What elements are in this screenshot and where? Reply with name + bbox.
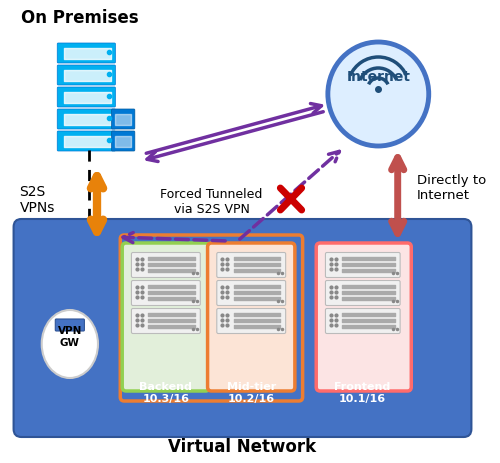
- FancyBboxPatch shape: [316, 244, 412, 391]
- FancyBboxPatch shape: [208, 244, 295, 391]
- FancyBboxPatch shape: [217, 253, 286, 278]
- FancyBboxPatch shape: [14, 219, 471, 437]
- FancyBboxPatch shape: [57, 66, 116, 86]
- Text: Virtual Network: Virtual Network: [168, 437, 316, 455]
- FancyBboxPatch shape: [57, 131, 116, 152]
- FancyBboxPatch shape: [132, 281, 200, 306]
- FancyBboxPatch shape: [57, 110, 116, 130]
- Text: Forced Tunneled
via S2S VPN: Forced Tunneled via S2S VPN: [160, 188, 262, 216]
- FancyBboxPatch shape: [132, 253, 200, 278]
- FancyBboxPatch shape: [112, 131, 135, 152]
- FancyBboxPatch shape: [217, 281, 286, 306]
- FancyBboxPatch shape: [122, 244, 210, 391]
- FancyBboxPatch shape: [326, 253, 400, 278]
- Text: Mid-tier
10.2/16: Mid-tier 10.2/16: [226, 382, 276, 403]
- FancyBboxPatch shape: [56, 319, 84, 332]
- FancyBboxPatch shape: [57, 44, 116, 64]
- Text: Frontend
10.1/16: Frontend 10.1/16: [334, 382, 390, 403]
- Text: Internet: Internet: [346, 70, 410, 84]
- FancyBboxPatch shape: [217, 309, 286, 334]
- Text: S2S
VPNs: S2S VPNs: [20, 184, 55, 215]
- Text: On Premises: On Premises: [22, 9, 139, 27]
- Text: VPN
GW: VPN GW: [58, 325, 82, 347]
- Ellipse shape: [42, 310, 98, 378]
- FancyBboxPatch shape: [326, 281, 400, 306]
- Circle shape: [328, 43, 428, 147]
- FancyBboxPatch shape: [57, 88, 116, 108]
- Text: Directly to
Internet: Directly to Internet: [417, 174, 486, 201]
- FancyBboxPatch shape: [132, 309, 200, 334]
- FancyBboxPatch shape: [112, 110, 135, 130]
- Text: Backend
10.3/16: Backend 10.3/16: [140, 382, 192, 403]
- FancyBboxPatch shape: [326, 309, 400, 334]
